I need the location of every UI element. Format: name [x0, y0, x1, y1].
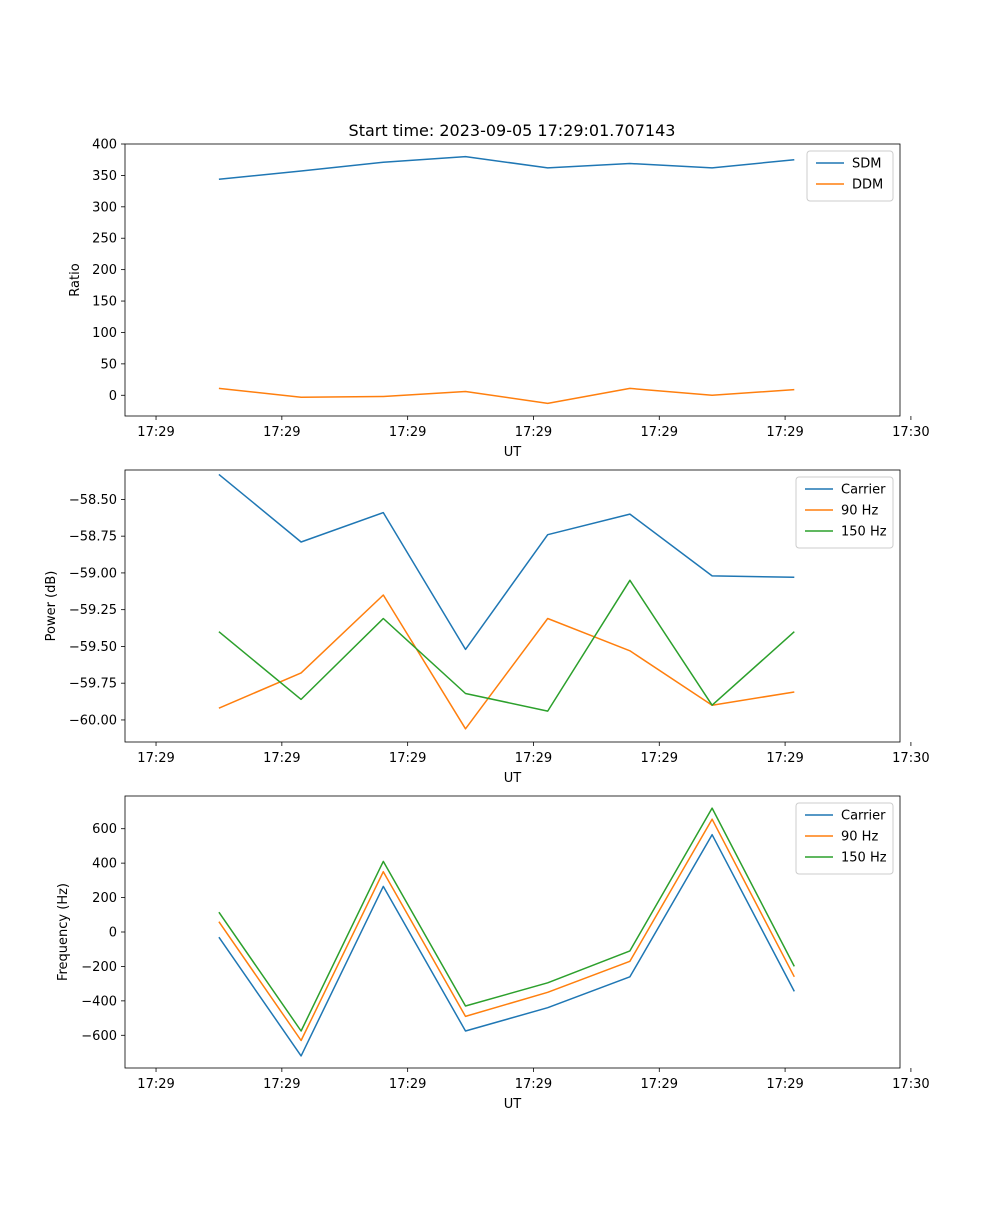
axes-frame	[124, 143, 901, 417]
x-tick-label: 17:29	[263, 751, 300, 766]
legend-label: SDM	[852, 157, 881, 172]
y-tick-label: 400	[92, 138, 117, 153]
x-tick-label: 17:29	[137, 425, 174, 440]
legend-label: 150 Hz	[841, 525, 887, 540]
legend-label: 90 Hz	[841, 504, 878, 519]
y-tick-label: −400	[81, 994, 117, 1009]
legend-label: DDM	[852, 178, 883, 193]
series-line-ddm	[218, 387, 795, 405]
x-axis-label: UT	[504, 445, 522, 460]
y-tick-label: 50	[100, 357, 117, 372]
y-tick-label: 250	[92, 232, 117, 247]
y-tick-label: −59.50	[69, 640, 117, 655]
y-tick-label: 0	[109, 389, 117, 404]
x-tick-label: 17:30	[892, 1077, 929, 1092]
x-tick-label: 17:29	[641, 425, 678, 440]
y-tick-label: −60.00	[69, 713, 117, 728]
x-tick-label: 17:29	[515, 751, 552, 766]
series-line-150-hz	[218, 579, 795, 712]
x-tick-label: 17:29	[263, 1077, 300, 1092]
panel-2: 17:29 17:29 17:29 17:29 17:29 17:29 17:30 −60.0…	[44, 469, 930, 786]
x-tick-label: 17:29	[515, 425, 552, 440]
panels: 17:29 17:29 17:29 17:29 17:29 17:29 17:30 0 50 10…	[44, 138, 930, 1113]
x-tick-label: 17:29	[766, 1077, 803, 1092]
legend-label: Carrier	[841, 809, 886, 824]
chart-title: Start time: 2023-09-05 17:29:01.707143	[349, 121, 676, 140]
x-tick-label: 17:29	[263, 425, 300, 440]
series-line-sdm	[218, 155, 795, 180]
series-line-90-hz	[218, 594, 795, 730]
x-tick-label: 17:30	[892, 751, 929, 766]
x-tick-label: 17:30	[892, 425, 929, 440]
series-line-90-hz	[218, 818, 795, 1042]
x-axis-label: UT	[504, 1097, 522, 1112]
x-tick-label: 17:29	[766, 751, 803, 766]
legend: Carrier 90 Hz 150 Hz	[795, 802, 894, 875]
x-tick-label: 17:29	[641, 1077, 678, 1092]
x-tick-label: 17:29	[137, 1077, 174, 1092]
y-tick-label: 200	[92, 263, 117, 278]
axes-frame	[124, 469, 901, 743]
x-tick-label: 17:29	[766, 425, 803, 440]
series-line-carrier	[218, 473, 795, 651]
y-tick-label: −600	[81, 1029, 117, 1044]
legend: SDM DDM	[806, 150, 894, 202]
axes-frame	[124, 795, 901, 1069]
y-tick-label: −59.25	[69, 603, 117, 618]
y-tick-label: 400	[92, 857, 117, 872]
x-tick-label: 17:29	[389, 425, 426, 440]
y-tick-label: 100	[92, 326, 117, 341]
y-tick-label: −59.75	[69, 677, 117, 692]
y-tick-label: −59.00	[69, 566, 117, 581]
x-tick-label: 17:29	[389, 1077, 426, 1092]
y-tick-label: 200	[92, 891, 117, 906]
y-tick-label: −200	[81, 960, 117, 975]
y-axis-label: Frequency (Hz)	[56, 883, 71, 981]
y-tick-label: 600	[92, 822, 117, 837]
legend-label: 150 Hz	[841, 851, 887, 866]
x-tick-label: 17:29	[641, 751, 678, 766]
x-tick-label: 17:29	[515, 1077, 552, 1092]
y-tick-label: 0	[109, 926, 117, 941]
x-axis-label: UT	[504, 771, 522, 786]
y-tick-label: 150	[92, 295, 117, 310]
series-line-carrier	[218, 833, 795, 1057]
y-tick-label: 350	[92, 169, 117, 184]
legend-label: 90 Hz	[841, 830, 878, 845]
y-axis-label: Power (dB)	[44, 571, 59, 642]
x-tick-label: 17:29	[137, 751, 174, 766]
legend-label: Carrier	[841, 483, 886, 498]
y-tick-label: 300	[92, 200, 117, 215]
panel-3: 17:29 17:29 17:29 17:29 17:29 17:29 17:30 −600 −…	[56, 795, 930, 1112]
y-axis-label: Ratio	[68, 263, 83, 296]
series-line-150-hz	[218, 807, 795, 1032]
y-tick-label: −58.75	[69, 530, 117, 545]
legend: Carrier 90 Hz 150 Hz	[795, 476, 894, 549]
y-tick-label: −58.50	[69, 493, 117, 508]
panel-1: 17:29 17:29 17:29 17:29 17:29 17:29 17:30 0 50 10…	[68, 138, 930, 461]
x-tick-label: 17:29	[389, 751, 426, 766]
